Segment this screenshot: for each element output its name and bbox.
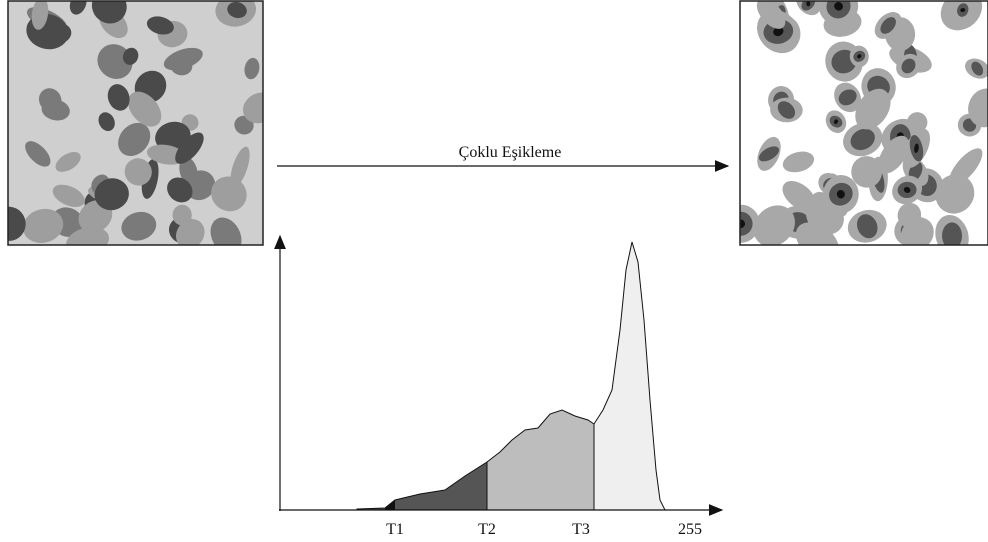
texture-blob — [52, 184, 85, 207]
texture-blob — [8, 206, 26, 241]
texture-blob — [900, 217, 934, 245]
output-image — [740, 1, 988, 245]
input-image — [8, 1, 263, 245]
texture-blob — [833, 119, 838, 124]
texture-blob — [97, 44, 133, 79]
texture-blob — [960, 8, 966, 13]
texture-blob — [244, 57, 260, 80]
texture-blob — [179, 157, 198, 186]
texture-blob — [98, 112, 115, 131]
texture-blob — [230, 146, 250, 188]
arrow-label: Çoklu Eşikleme — [459, 144, 562, 161]
axis-max-label: 255 — [678, 521, 702, 538]
texture-blob — [146, 16, 174, 35]
threshold-label: T3 — [572, 521, 590, 538]
texture-blob — [242, 92, 263, 124]
texture-blob — [806, 1, 811, 7]
histogram-region-3 — [593, 241, 666, 511]
texture-blob — [170, 56, 193, 76]
texture-blob — [838, 89, 857, 106]
texture-blob — [167, 177, 193, 203]
texture-blob — [968, 88, 988, 128]
texture-blob — [758, 146, 780, 162]
texture-blob — [175, 132, 204, 164]
texture-blob — [836, 189, 845, 199]
texture-blob — [65, 226, 109, 245]
threshold-label: T1 — [386, 521, 404, 538]
histogram-region-1 — [356, 461, 488, 511]
histogram-region-2 — [486, 409, 595, 511]
histogram: T1 T2 T3 255 — [274, 234, 724, 538]
input-image-border — [7, 0, 264, 246]
texture-blob — [942, 222, 963, 245]
texture-blob — [782, 151, 815, 173]
texture-blob — [211, 176, 247, 212]
texture-blob — [856, 214, 878, 239]
texture-blob — [91, 1, 127, 24]
texture-blob — [878, 135, 910, 174]
texture-blob — [94, 178, 129, 211]
texture-blob — [851, 156, 883, 188]
texture-blob — [121, 211, 157, 241]
texture-blob — [756, 1, 786, 29]
texture-blob — [55, 151, 81, 172]
texture-blob — [23, 208, 64, 244]
texture-blob — [903, 186, 911, 193]
texture-blob — [753, 205, 795, 245]
texture-blob — [773, 27, 784, 37]
texture-blob — [227, 1, 247, 19]
texture-blob — [118, 122, 151, 157]
texture-blob — [935, 174, 975, 214]
texture-blob — [41, 99, 70, 121]
texture-blob — [855, 88, 891, 130]
texture-blob — [128, 91, 162, 127]
texture-blob — [25, 141, 51, 167]
texture-blob — [850, 128, 875, 151]
texture-blob — [175, 219, 205, 245]
texture-blob — [880, 17, 896, 34]
texture-blob — [777, 101, 796, 119]
threshold-label: T2 — [478, 521, 496, 538]
histogram-region-0 — [385, 500, 395, 510]
output-image-border — [739, 0, 988, 246]
texture-blob — [122, 47, 139, 65]
texture-blob — [69, 1, 87, 15]
texture-blob — [107, 84, 130, 111]
texture-blob — [857, 54, 862, 59]
texture-blob — [914, 143, 919, 153]
texture-blob — [124, 158, 152, 186]
texture-blob — [782, 181, 816, 211]
texture-blob — [901, 58, 916, 74]
texture-blob — [971, 61, 984, 76]
texture-blob — [834, 1, 843, 11]
texture-blob — [31, 1, 49, 30]
